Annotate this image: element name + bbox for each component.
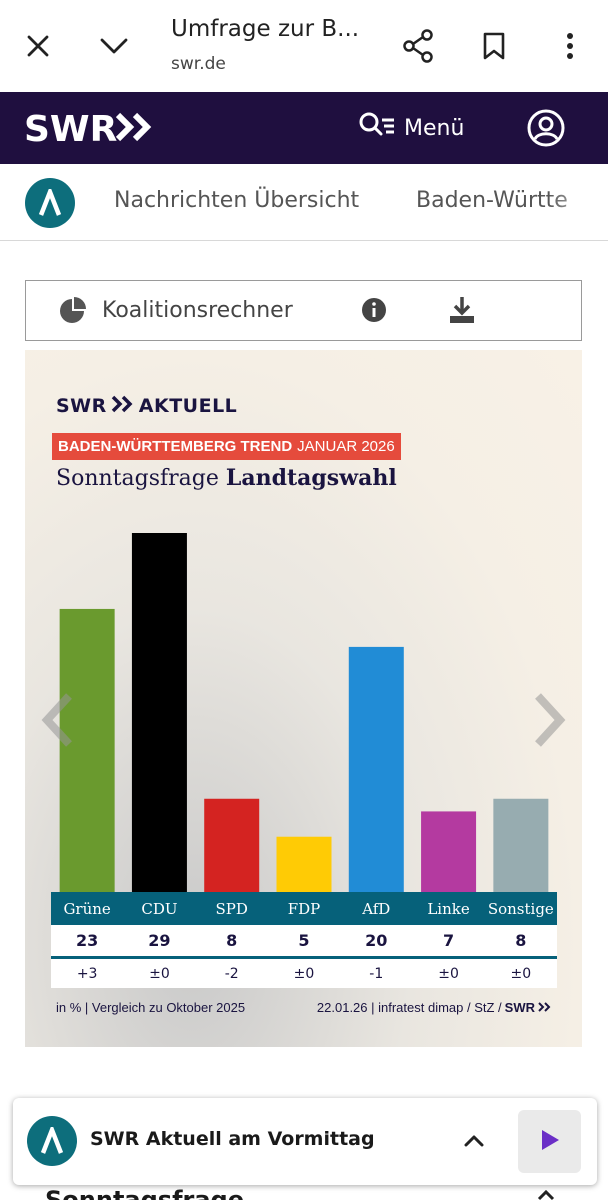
chevron-left-icon[interactable] (39, 690, 79, 750)
value-label-linke: 7 (442, 931, 455, 950)
browser-url[interactable]: swr.de (171, 54, 226, 74)
bar-grüne (59, 608, 115, 900)
double-chevron-icon (111, 395, 135, 417)
graphic-toolbar: Koalitionsrechner (25, 280, 582, 341)
bar-chart (59, 533, 549, 900)
trend-banner: BADEN-WÜRTTEMBERG TREND JANUAR 2026 (52, 433, 401, 460)
party-label-fdp: FDP (287, 899, 321, 918)
pie-chart-icon (58, 297, 86, 325)
chevron-right-icon[interactable] (528, 690, 568, 750)
poll-graphic: SWR AKTUELL BADEN-WÜRTTEMBERG TREND JANU… (25, 350, 582, 1047)
expand-chevron-icon[interactable] (536, 1186, 556, 1200)
bar-fdp (276, 836, 332, 900)
nav-fade (548, 164, 608, 240)
download-icon[interactable] (447, 295, 477, 325)
bar-cdu (131, 533, 187, 900)
party-header-row: Grüne CDU SPD FDP AfD Linke Sonstige (51, 892, 557, 925)
party-label-cdu: CDU (141, 899, 178, 918)
chevron-down-icon[interactable] (92, 24, 136, 68)
chart-title-bold: Landtagswahl (225, 465, 397, 491)
bar-spd (204, 798, 260, 900)
bar-linke (421, 811, 477, 900)
browser-toolbar: Umfrage zur B... swr.de (0, 0, 608, 92)
value-label-sonstige: 8 (515, 931, 527, 950)
chevron-up-icon[interactable] (461, 1128, 487, 1154)
graphic-brand-aktuell: AKTUELL (138, 395, 238, 417)
value-label-spd: 8 (226, 931, 238, 950)
results-table: Grüne CDU SPD FDP AfD Linke Sonstige 23 29 8 5 20 7… (51, 892, 557, 988)
bookmark-icon[interactable] (472, 24, 516, 68)
footnote-left: in % | Vergleich zu Oktober 2025 (56, 1000, 246, 1015)
share-icon[interactable] (396, 24, 440, 68)
bar-sonstige (493, 798, 549, 900)
svg-text:SWR: SWR (24, 109, 117, 146)
swr-aktuell-logo-icon[interactable] (25, 178, 75, 228)
browser-page-title: Umfrage zur B... (171, 16, 360, 42)
change-label-fdp: ±0 (293, 965, 315, 982)
party-label-linke: Linke (427, 899, 470, 918)
more-vert-icon[interactable] (548, 24, 592, 68)
nav-item-nachrichten[interactable]: Nachrichten Übersicht (114, 188, 360, 213)
close-icon[interactable] (16, 24, 60, 68)
footnote-right: 22.01.26 | infratest dimap / StZ / SWR (317, 1000, 552, 1015)
play-button[interactable] (518, 1110, 581, 1173)
site-header: SWR Menü (0, 92, 608, 164)
graphic-brand-swr: SWR (56, 395, 107, 417)
user-account-icon[interactable] (526, 108, 566, 148)
graphic-brand: SWR AKTUELL (56, 395, 237, 417)
change-label-afd: -1 (369, 965, 384, 982)
party-label-afd: AfD (362, 899, 391, 918)
audio-player: SWR Aktuell am Vormittag (13, 1098, 597, 1185)
player-logo-icon (27, 1116, 77, 1166)
menu-label: Menü (404, 115, 465, 141)
party-label-sonstige: Sonstige (487, 899, 554, 918)
nav-item-baden-wuerttemberg[interactable]: Baden-Württe (416, 188, 568, 213)
change-row: +3 ±0 -2 ±0 -1 ±0 ±0 (51, 959, 557, 988)
section-nav: Nachrichten Übersicht Baden-Württe (0, 164, 608, 241)
value-row: 23 29 8 5 20 7 8 (51, 925, 557, 959)
change-label-grüne: +3 (76, 965, 98, 982)
change-label-spd: -2 (224, 965, 239, 982)
menu-button[interactable]: Menü (358, 110, 464, 146)
koalitionsrechner-link[interactable]: Koalitionsrechner (102, 298, 293, 323)
change-label-cdu: ±0 (149, 965, 170, 982)
trend-region: BADEN-WÜRTTEMBERG TREND (58, 438, 293, 455)
bar-afd (348, 646, 404, 900)
party-label-grüne: Grüne (63, 899, 111, 918)
menu-search-icon (358, 111, 396, 145)
footnote-chevron-icon (538, 1000, 552, 1015)
trend-date: JANUAR 2026 (297, 438, 395, 455)
change-label-sonstige: ±0 (510, 965, 532, 982)
footnote-brand: SWR (504, 1000, 535, 1015)
chart-title-pre: Sonntagsfrage (56, 466, 219, 491)
swr-logo[interactable]: SWR (24, 108, 158, 150)
chart-title: Sonntagsfrage Landtagswahl (56, 465, 397, 491)
value-label-afd: 20 (365, 931, 388, 950)
value-label-grüne: 23 (76, 931, 99, 950)
section-heading: Sonntagsfrage (45, 1186, 245, 1200)
value-label-fdp: 5 (298, 931, 310, 950)
play-icon (539, 1128, 561, 1156)
value-label-cdu: 29 (148, 931, 171, 950)
info-icon[interactable] (361, 297, 387, 323)
player-title[interactable]: SWR Aktuell am Vormittag (90, 1128, 375, 1150)
footnote-source: 22.01.26 | infratest dimap / StZ / (316, 1000, 502, 1015)
party-label-spd: SPD (215, 899, 248, 918)
change-label-linke: ±0 (438, 965, 459, 982)
